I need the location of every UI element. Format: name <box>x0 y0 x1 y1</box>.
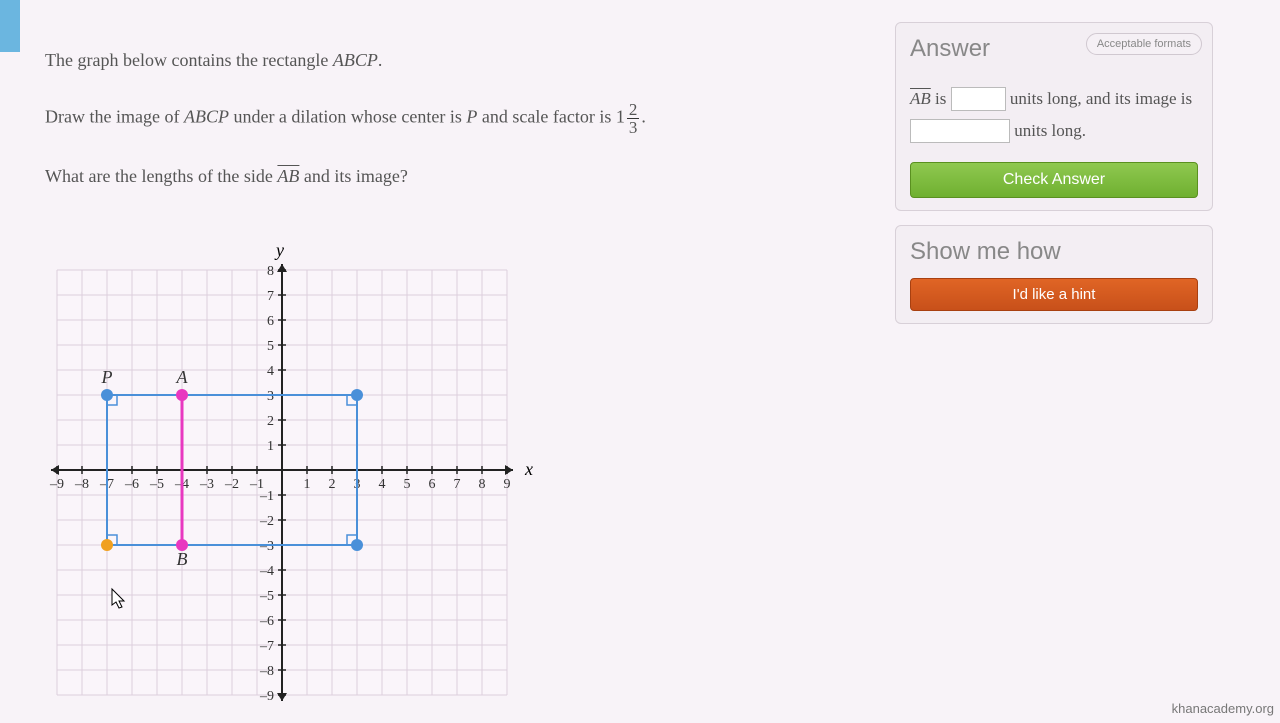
answer-units: units long, and its image is <box>1006 89 1193 108</box>
question-area: The graph below contains the rectangle A… <box>45 46 865 217</box>
svg-text:3: 3 <box>267 389 274 404</box>
svg-text:P: P <box>101 367 113 387</box>
q2-scale: and scale factor is <box>477 106 615 126</box>
svg-text:6: 6 <box>429 477 436 492</box>
acceptable-formats-button[interactable]: Acceptable formats <box>1086 33 1202 55</box>
q1-pre: The graph below contains the rectangle <box>45 50 333 70</box>
hint-button[interactable]: I'd like a hint <box>910 278 1198 311</box>
q2-mid: under a dilation whose center is <box>229 106 466 126</box>
question-line-2: Draw the image of ABCP under a dilation … <box>45 101 865 136</box>
svg-text:2: 2 <box>329 477 336 492</box>
answer-panel: Answer Acceptable formats AB is units lo… <box>895 22 1213 211</box>
label-p: P <box>466 106 477 126</box>
svg-text:–2: –2 <box>259 514 274 529</box>
frac-num: 2 <box>627 101 640 119</box>
hint-panel: Show me how I'd like a hint <box>895 225 1213 324</box>
svg-text:4: 4 <box>267 364 274 379</box>
answer-is: is <box>931 89 951 108</box>
answer-body: AB is units long, and its image is units… <box>910 83 1198 148</box>
svg-text:8: 8 <box>479 477 486 492</box>
svg-text:–3: –3 <box>199 477 214 492</box>
svg-text:1: 1 <box>267 439 274 454</box>
image-length-input[interactable] <box>910 119 1010 143</box>
svg-text:–2: –2 <box>224 477 239 492</box>
answer-units2: units long. <box>1010 121 1086 140</box>
svg-text:–8: –8 <box>74 477 89 492</box>
label-abcp: ABCP <box>333 50 378 70</box>
watermark: khanacademy.org <box>1172 701 1274 716</box>
svg-text:7: 7 <box>267 289 274 304</box>
q1-post: . <box>378 50 383 70</box>
svg-text:–8: –8 <box>259 664 274 679</box>
svg-text:5: 5 <box>404 477 411 492</box>
svg-text:9: 9 <box>504 477 511 492</box>
svg-text:–5: –5 <box>259 589 274 604</box>
hint-title: Show me how <box>910 238 1198 266</box>
svg-text:–4: –4 <box>259 564 274 579</box>
svg-text:7: 7 <box>454 477 461 492</box>
check-answer-button[interactable]: Check Answer <box>910 162 1198 198</box>
question-line-1: The graph below contains the rectangle A… <box>45 46 865 75</box>
sidebar: Answer Acceptable formats AB is units lo… <box>895 22 1213 338</box>
svg-text:1: 1 <box>304 477 311 492</box>
svg-text:B: B <box>177 549 188 569</box>
svg-text:–9: –9 <box>49 477 64 492</box>
q2-pre: Draw the image of <box>45 106 184 126</box>
question-line-3: What are the lengths of the side AB and … <box>45 162 865 191</box>
ab-length-input[interactable] <box>951 87 1006 111</box>
frac-whole: 1 <box>616 106 625 126</box>
svg-text:A: A <box>176 367 189 387</box>
svg-text:–7: –7 <box>259 639 274 654</box>
svg-text:4: 4 <box>379 477 386 492</box>
svg-text:–9: –9 <box>259 689 274 704</box>
svg-text:–6: –6 <box>259 614 274 629</box>
svg-text:6: 6 <box>267 314 274 329</box>
q3-pre: What are the lengths of the side <box>45 166 277 186</box>
svg-text:–6: –6 <box>124 477 139 492</box>
svg-text:–3: –3 <box>259 539 274 554</box>
q3-post: and its image? <box>299 166 407 186</box>
answer-ab: AB <box>910 89 931 108</box>
svg-text:5: 5 <box>267 339 274 354</box>
q2-post: . <box>641 106 646 126</box>
svg-text:x: x <box>524 459 533 479</box>
svg-text:y: y <box>274 240 284 260</box>
coordinate-graph[interactable]: –9–8–7–6–5–4–3–2–1123456789–9–8–7–6–5–4–… <box>45 233 570 723</box>
svg-text:–1: –1 <box>259 489 274 504</box>
frac-den: 3 <box>627 119 640 136</box>
left-accent-bar <box>0 0 20 52</box>
svg-text:8: 8 <box>267 264 274 279</box>
fraction: 23 <box>627 101 640 136</box>
label-ab: AB <box>277 166 299 186</box>
svg-text:2: 2 <box>267 414 274 429</box>
label-abcp-2: ABCP <box>184 106 229 126</box>
svg-text:–5: –5 <box>149 477 164 492</box>
